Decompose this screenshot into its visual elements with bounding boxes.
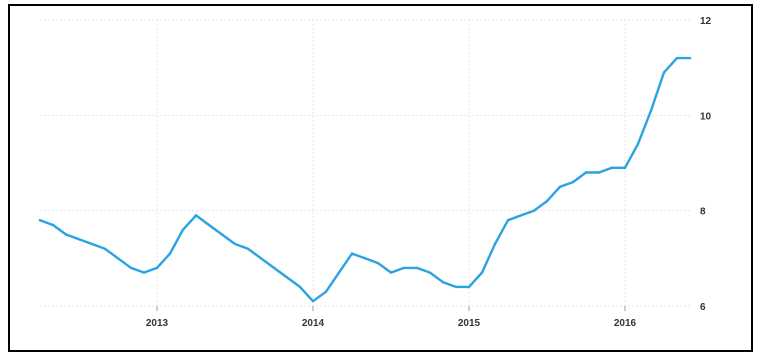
data-point [389, 271, 393, 274]
series-line [38, 56, 692, 303]
data-point [337, 271, 341, 274]
data-point [545, 199, 549, 203]
data-point [350, 252, 354, 255]
data-point [415, 266, 419, 270]
data-point [558, 185, 562, 188]
data-point [571, 180, 575, 184]
y-tick-label: 10 [700, 111, 712, 122]
data-point [129, 266, 133, 270]
data-point [324, 290, 328, 293]
data-point [623, 166, 627, 169]
data-point [519, 214, 523, 217]
data-point [207, 223, 211, 227]
data-points [38, 56, 692, 303]
gridlines [40, 19, 690, 307]
data-point [376, 261, 380, 265]
data-point [77, 238, 81, 241]
data-point [480, 271, 484, 274]
data-point [90, 242, 94, 246]
data-point [64, 233, 68, 236]
data-point [363, 257, 367, 260]
data-point [51, 223, 55, 227]
data-point [688, 56, 692, 60]
data-point [38, 219, 42, 222]
chart-frame [8, 4, 753, 352]
data-point [675, 56, 679, 60]
x-tick-label: 2016 [614, 318, 637, 329]
data-point [259, 257, 263, 260]
x-tick-label: 2015 [458, 318, 481, 329]
data-point [402, 266, 406, 270]
data-point [181, 228, 185, 231]
data-point [649, 109, 653, 112]
y-axis-ticks: 6 8 10 12 [700, 16, 712, 313]
y-tick-label: 8 [700, 207, 706, 218]
data-point [610, 166, 614, 169]
data-point [116, 257, 120, 260]
y-tick-label: 6 [700, 302, 706, 313]
data-point [532, 209, 536, 212]
x-axis-ticks: 2013 2014 2015 2016 [146, 306, 637, 329]
data-point [467, 285, 471, 289]
data-point [428, 271, 432, 274]
data-point [194, 214, 198, 217]
data-point [584, 171, 588, 174]
data-point [272, 266, 276, 270]
data-point [311, 300, 315, 303]
data-point [155, 266, 159, 270]
data-point [285, 276, 289, 279]
y-tick-label: 12 [700, 16, 712, 27]
data-point [103, 247, 107, 250]
data-point [506, 219, 510, 222]
data-point [636, 142, 640, 146]
data-point [168, 252, 172, 255]
data-point [246, 247, 250, 250]
data-point [493, 242, 497, 246]
data-point [662, 71, 666, 74]
data-point [220, 233, 224, 236]
data-point [233, 242, 237, 246]
x-tick-label: 2014 [302, 318, 325, 329]
data-point [454, 285, 458, 289]
data-point [298, 285, 302, 289]
data-point [142, 271, 146, 274]
x-tick-label: 2013 [146, 318, 169, 329]
data-point [441, 281, 445, 284]
data-point [597, 171, 601, 174]
